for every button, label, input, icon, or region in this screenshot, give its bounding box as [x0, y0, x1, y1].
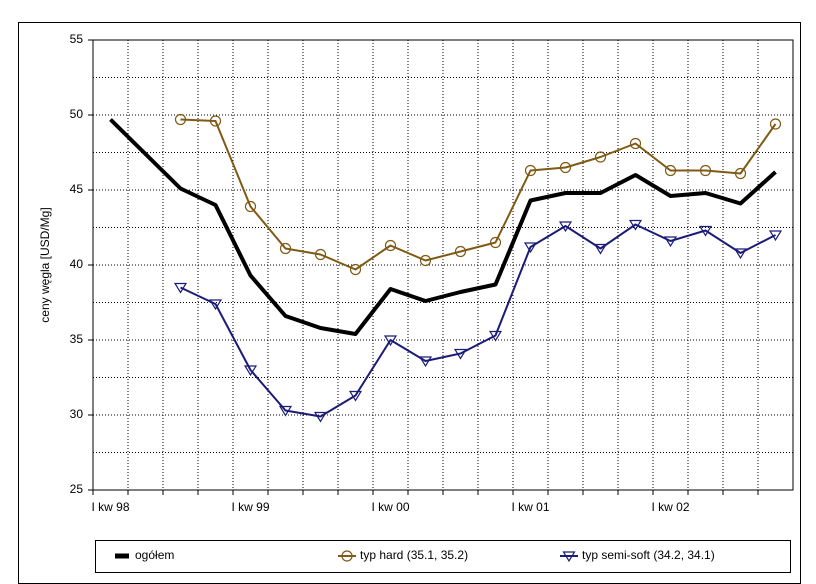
data-point	[733, 248, 748, 260]
data-point	[559, 161, 572, 174]
data-point	[278, 405, 293, 417]
data-point	[768, 230, 783, 242]
data-point	[243, 365, 258, 377]
data-point	[313, 411, 328, 423]
y-axis-label: ceny węgla [USD/Mg]	[38, 207, 52, 322]
legend-label: typ hard (35.1, 35.2)	[360, 548, 468, 562]
y-tick-label: 40	[70, 257, 84, 271]
data-point	[593, 243, 608, 255]
x-tick-label: I kw 98	[91, 500, 129, 514]
data-point	[384, 239, 397, 252]
data-point	[523, 242, 538, 254]
data-point	[594, 151, 607, 163]
legend-frame	[95, 540, 791, 573]
legend-label: typ semi-soft (34.2, 34.1)	[582, 548, 715, 562]
legend-marker	[562, 551, 576, 563]
data-point	[349, 263, 362, 276]
data-point	[208, 299, 223, 311]
x-tick-label: I kw 02	[651, 500, 689, 514]
data-point	[664, 164, 677, 177]
data-point	[209, 115, 222, 127]
data-point	[489, 236, 502, 249]
series-line	[180, 223, 776, 418]
data-point	[279, 242, 292, 255]
data-point	[173, 282, 188, 294]
legend-marker	[341, 550, 353, 562]
data-point	[418, 356, 433, 368]
data-point	[699, 164, 712, 177]
series-line	[180, 118, 777, 271]
data-point	[348, 390, 363, 402]
data-point	[419, 254, 432, 267]
y-tick-label: 45	[70, 182, 84, 196]
data-point	[628, 219, 643, 231]
data-point	[524, 164, 537, 177]
x-tick-label: I kw 00	[371, 500, 409, 514]
data-point	[244, 200, 257, 213]
y-tick-label: 30	[70, 407, 84, 421]
series-line	[109, 118, 777, 336]
data-point	[769, 118, 782, 130]
data-point	[734, 167, 747, 180]
legend-label: ogółem	[135, 548, 174, 562]
y-tick-label: 35	[70, 332, 84, 346]
data-point	[314, 248, 327, 261]
y-tick-label: 25	[70, 482, 84, 496]
x-tick-label: I kw 99	[231, 500, 269, 514]
data-point	[629, 137, 642, 150]
data-point	[488, 330, 503, 342]
data-point	[663, 236, 678, 248]
data-point	[454, 245, 467, 258]
data-point	[174, 113, 187, 126]
data-point	[383, 335, 398, 347]
y-tick-label: 55	[70, 32, 84, 46]
data-point	[698, 225, 713, 237]
data-point	[453, 348, 468, 360]
x-tick-label: I kw 01	[511, 500, 549, 514]
legend-swatch	[115, 553, 129, 559]
y-tick-label: 50	[70, 107, 84, 121]
data-point	[558, 221, 573, 233]
